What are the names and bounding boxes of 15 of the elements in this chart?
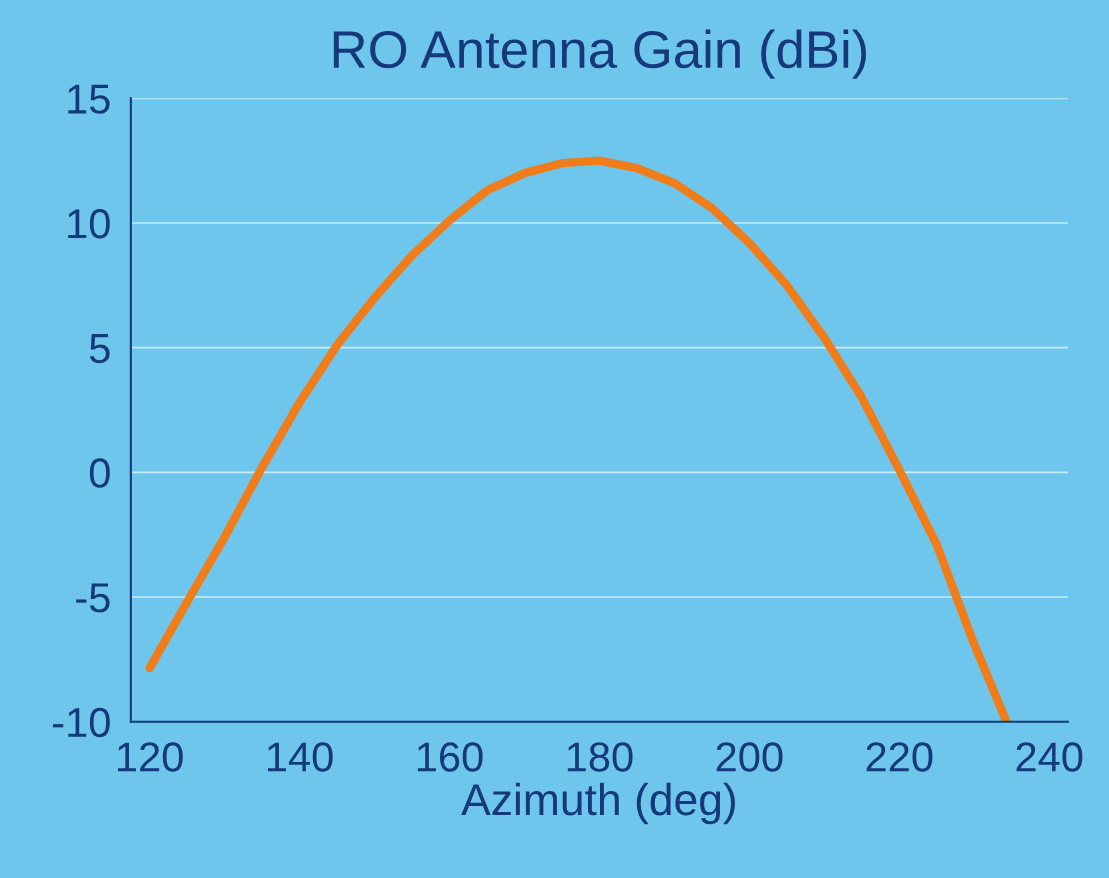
x-tick-label: 240 bbox=[1016, 742, 1083, 772]
x-tick-label: 180 bbox=[567, 742, 633, 772]
x-tick-label: 140 bbox=[267, 742, 333, 772]
x-tick-label: 220 bbox=[866, 742, 933, 772]
chart-title: RO Antenna Gain (dBi) bbox=[333, 29, 867, 79]
y-tick-label: 5 bbox=[89, 334, 110, 364]
y-tick-label: -10 bbox=[53, 707, 110, 738]
x-tick-label: 160 bbox=[417, 742, 483, 772]
x-tick-label: 120 bbox=[118, 742, 183, 772]
y-tick-label: 15 bbox=[68, 84, 110, 114]
y-tick-label: 0 bbox=[89, 458, 110, 488]
x-axis-title: Azimuth (deg) bbox=[461, 782, 735, 825]
y-tick-label: 10 bbox=[68, 209, 110, 239]
x-tick-label: 200 bbox=[716, 742, 783, 772]
y-tick-label: -5 bbox=[76, 583, 110, 613]
